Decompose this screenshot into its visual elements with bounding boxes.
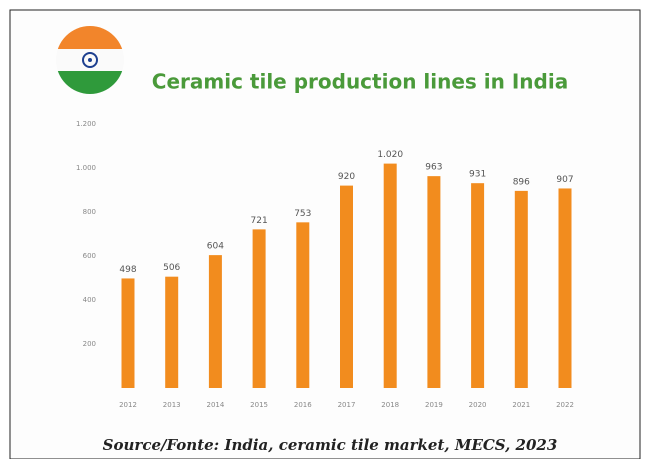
- value-label: 963: [425, 163, 442, 173]
- bar: [121, 278, 135, 388]
- bar: [208, 255, 222, 388]
- value-label: 1.020: [377, 150, 403, 160]
- x-tick-label: 2013: [163, 401, 181, 409]
- bar: [427, 176, 441, 388]
- value-label: 604: [207, 242, 224, 252]
- y-tick-label: 1.000: [76, 164, 96, 172]
- x-tick-label: 2020: [469, 401, 487, 409]
- x-tick-label: 2012: [119, 401, 137, 409]
- x-tick-label: 2015: [250, 401, 268, 409]
- value-label: 896: [513, 177, 530, 187]
- source: Source/Fonte: India, ceramic tile market…: [103, 436, 558, 454]
- value-label: 753: [294, 209, 311, 219]
- x-tick-label: 2021: [512, 401, 530, 409]
- value-label: 498: [119, 265, 136, 275]
- x-tick-label: 2016: [294, 401, 312, 409]
- bar: [514, 190, 528, 388]
- bar: [165, 276, 179, 388]
- bar: [558, 188, 572, 388]
- bar: [340, 185, 353, 388]
- value-label: 721: [251, 216, 268, 226]
- bar: [471, 183, 485, 388]
- y-tick-label: 200: [83, 340, 96, 348]
- chart-title: Ceramic tile production lines in India: [152, 70, 568, 94]
- value-label: 506: [163, 263, 180, 273]
- x-tick-label: 2014: [206, 401, 224, 409]
- value-label: 931: [469, 170, 486, 180]
- x-tick-label: 2022: [556, 401, 574, 409]
- x-tick-label: 2018: [381, 401, 399, 409]
- value-label: 920: [338, 172, 355, 182]
- y-tick-label: 600: [83, 252, 96, 260]
- y-tick-label: 800: [83, 208, 96, 216]
- bar: [296, 222, 310, 388]
- y-tick-label: 1.200: [76, 120, 96, 128]
- value-label: 907: [556, 175, 573, 185]
- bar: [252, 229, 266, 388]
- bar: [383, 163, 397, 388]
- y-tick-label: 400: [83, 296, 96, 304]
- x-tick-label: 2017: [338, 401, 356, 409]
- flag: [56, 26, 124, 94]
- x-tick-label: 2019: [425, 401, 443, 409]
- frame: [9, 9, 641, 459]
